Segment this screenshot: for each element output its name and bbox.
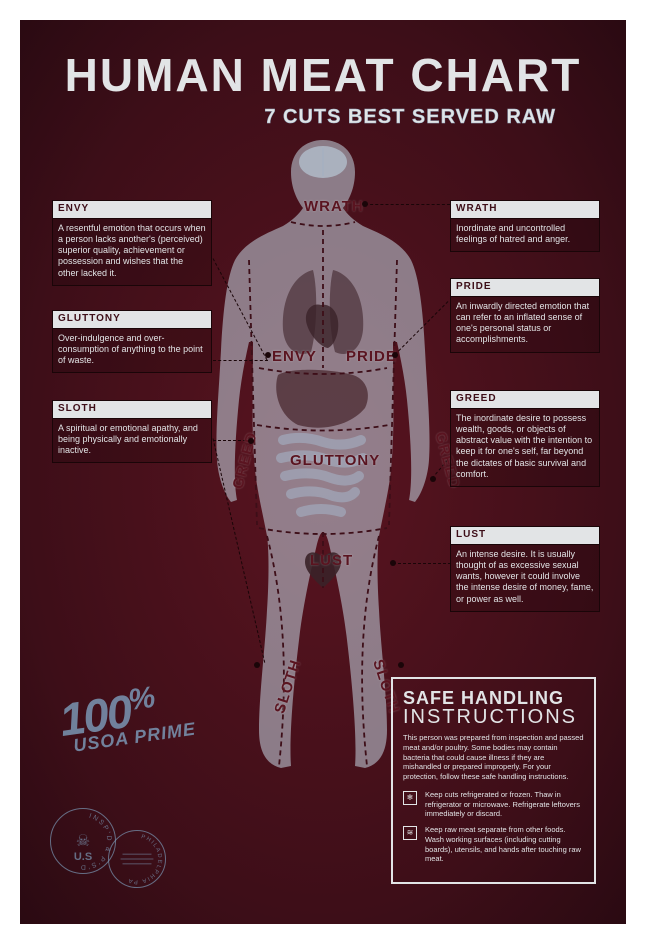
wash-icon: ≋ [403,826,417,840]
info-body: The inordinate desire to possess wealth,… [450,409,600,488]
info-header: GREED [450,390,600,409]
leader-line [213,360,268,361]
cut-pride: PRIDE [346,348,397,365]
info-body: A spiritual or emotional apathy, and bei… [52,419,212,464]
info-wrath: WRATH Inordinate and uncontrolled feelin… [450,200,600,252]
info-header: SLOTH [52,400,212,419]
main-title: HUMAN MEAT CHART [20,48,626,102]
safe-instruction: ≋ Keep raw meat separate from other food… [403,825,584,864]
dot [430,476,436,482]
cut-wrath: WRATH [304,198,364,215]
dot [362,201,368,207]
info-body: An inwardly directed emotion that can re… [450,297,600,353]
safe-title-2: INSTRUCTIONS [403,707,584,727]
info-header: LUST [450,526,600,545]
safe-instruction-text: Keep raw meat separate from other foods.… [425,825,584,864]
safe-instruction-text: Keep cuts refrigerated or frozen. Thaw i… [425,790,584,819]
skull-icon: ☠ [76,831,90,851]
postmark-sub: U.S [51,851,115,863]
safe-handling-box: SAFE HANDLING INSTRUCTIONS This person w… [391,677,596,884]
dot [265,352,271,358]
info-header: PRIDE [450,278,600,297]
info-header: ENVY [52,200,212,219]
info-body: A resentful emotion that occurs when a p… [52,219,212,286]
info-lust: LUST An intense desire. It is usually th… [450,526,600,612]
fridge-icon: ❄ [403,791,417,805]
safe-instruction: ❄ Keep cuts refrigerated or frozen. Thaw… [403,790,584,819]
dot [392,352,398,358]
subtitle-text: 7 CUTS BEST SERVED RAW [264,106,556,128]
body-diagram [173,130,473,770]
safe-title-1: SAFE HANDLING [403,689,584,707]
info-pride: PRIDE An inwardly directed emotion that … [450,278,600,353]
dot [248,438,254,444]
cut-gluttony: GLUTTONY [290,452,380,469]
leader-line [393,563,451,564]
dot [398,662,404,668]
postmark-stamp: PHILADELPHIA PA [108,830,166,888]
safe-intro: This person was prepared from inspection… [403,733,584,782]
info-gluttony: GLUTTONY Over-indulgence and over-consum… [52,310,212,373]
cut-lust: LUST [310,552,353,569]
info-body: Over-indulgence and over-consumption of … [52,329,212,374]
subtitle: 7 CUTS BEST SERVED RAW [264,106,556,129]
info-greed: GREED The inordinate desire to possess w… [450,390,600,487]
info-body: Inordinate and uncontrolled feelings of … [450,219,600,253]
info-header: WRATH [450,200,600,219]
postmark-stamp: INSP'D & P'S'D ☠ U.S [50,808,116,874]
leader-line [365,204,450,205]
info-body: An intense desire. It is usually thought… [450,545,600,612]
dot [390,560,396,566]
cut-envy: ENVY [272,348,317,365]
info-sloth: SLOTH A spiritual or emotional apathy, a… [52,400,212,463]
poster-frame: HUMAN MEAT CHART 7 CUTS BEST SERVED RAW [20,20,626,924]
info-header: GLUTTONY [52,310,212,329]
dot [254,662,260,668]
info-envy: ENVY A resentful emotion that occurs whe… [52,200,212,286]
